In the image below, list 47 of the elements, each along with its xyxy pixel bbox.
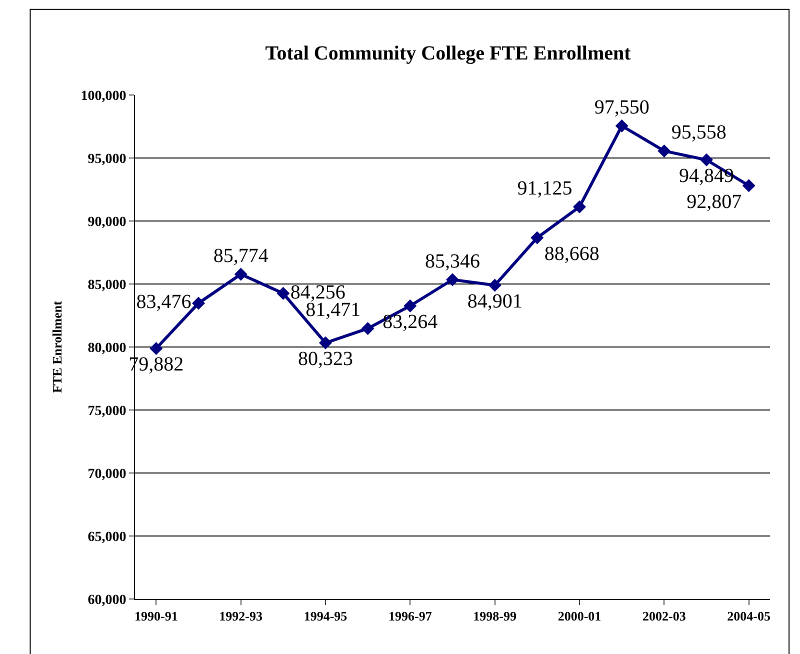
data-label: 97,550 <box>594 96 650 119</box>
data-label: 83,476 <box>136 291 192 314</box>
y-tick-label: 85,000 <box>88 278 126 293</box>
data-label: 80,323 <box>298 348 353 370</box>
point <box>700 153 713 166</box>
x-tick-label: 2000-01 <box>558 608 602 624</box>
point <box>192 296 205 310</box>
point <box>488 278 502 292</box>
y-axis-title: FTE Enrollment <box>50 300 65 393</box>
point <box>446 273 459 286</box>
point <box>319 336 332 350</box>
y-tick-label: 90,000 <box>88 214 126 230</box>
point <box>234 268 248 281</box>
x-tick-label: 1990-91 <box>134 608 178 624</box>
x-tick-label: 1996-97 <box>388 608 432 624</box>
y-tick-label: 100,000 <box>80 88 126 104</box>
data-label: 85,774 <box>213 245 268 267</box>
y-tick-label: 70,000 <box>88 466 126 482</box>
data-label: 88,668 <box>544 243 600 266</box>
point <box>573 200 586 214</box>
data-label: 95,558 <box>671 122 726 144</box>
x-tick-label: 2002-03 <box>642 608 686 624</box>
x-tick-label: 1994-95 <box>304 608 348 624</box>
point <box>361 322 374 335</box>
y-tick-label: 60,000 <box>88 592 126 608</box>
x-tick-label: 1998-99 <box>473 608 517 624</box>
chart-title: Total Community College FTE Enrollment <box>265 42 632 64</box>
data-label: 85,346 <box>425 250 480 272</box>
y-tick-label: 95,000 <box>88 152 126 167</box>
data-label: 84,256 <box>290 281 346 304</box>
data-label: 94,849 <box>679 165 734 188</box>
x-tick-label: 2004-05 <box>727 608 771 624</box>
data-label: 92,807 <box>686 190 742 213</box>
point <box>615 119 628 132</box>
point <box>530 231 544 244</box>
data-label: 84,901 <box>467 290 522 312</box>
point <box>404 299 417 312</box>
x-tick-label: 1992-93 <box>219 608 263 624</box>
data-label: 91,125 <box>517 178 572 200</box>
point <box>276 286 290 300</box>
y-tick-label: 80,000 <box>88 340 126 356</box>
data-label: 83,264 <box>382 311 438 334</box>
point <box>658 144 671 158</box>
y-tick-label: 65,000 <box>88 530 126 545</box>
y-tick-label: 75,000 <box>88 404 126 419</box>
point <box>150 342 163 355</box>
point <box>742 179 756 192</box>
